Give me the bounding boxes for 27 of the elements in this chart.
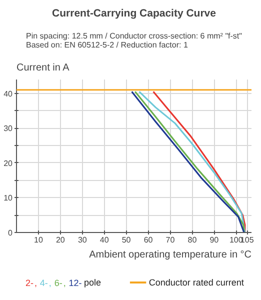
y-axis-title: Current in A [16, 62, 70, 74]
x-axis-title: Ambient operating temperature in °C [89, 250, 252, 260]
x-tick-label: 20 [56, 236, 66, 244]
text: 4- [40, 278, 48, 288]
text: pole [84, 278, 102, 288]
x-tick-label: 90 [210, 236, 220, 244]
x-tick-label: 40 [100, 236, 110, 244]
text: , [34, 278, 38, 288]
x-tick-label: 10 [34, 236, 44, 244]
y-tick-label: 40 [4, 89, 14, 98]
x-tick-label: 70 [166, 236, 176, 244]
x-tick-label: 80 [188, 236, 198, 244]
text: , [63, 278, 66, 288]
x-tick-label: 30 [78, 236, 88, 244]
text: , [48, 278, 52, 288]
chart-title: Current-Carrying Capacity Curve [52, 8, 216, 20]
x-tick-label: 60 [144, 236, 154, 244]
text: 2- [26, 278, 34, 288]
x-tick-label: 50 [122, 236, 132, 244]
y-tick-label: 10 [4, 194, 14, 203]
y-tick-label: 0 [8, 228, 14, 238]
y-tick-label: 30 [4, 124, 14, 134]
text: 12- [68, 278, 82, 288]
y-tick-label: 20 [4, 158, 14, 168]
chart-subtitle: Pin spacing: 12.5 mm / Conductor cross-section: 6 mm² "f-st" Based on: EN 60512-5-2 / Reduction factor: 1 [26, 32, 242, 50]
text: 6- [54, 278, 62, 288]
legend-label: Conductor rated current [148, 278, 244, 288]
